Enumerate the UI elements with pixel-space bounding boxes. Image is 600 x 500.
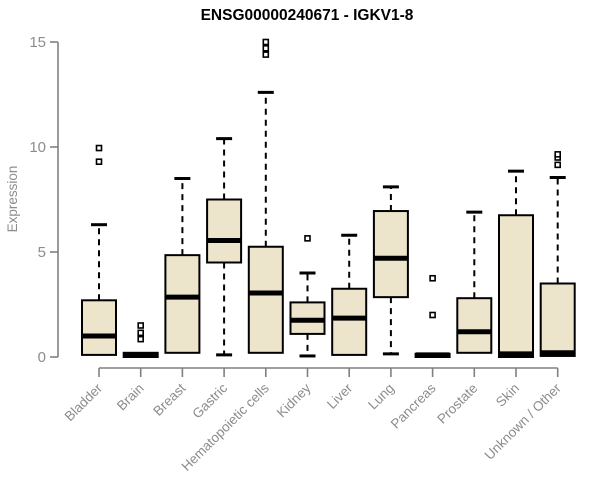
outlier-point	[262, 38, 270, 46]
category-label: Unknown / Other	[482, 380, 565, 463]
boxplot-brain	[122, 322, 159, 358]
category-label: Prostate	[434, 381, 480, 427]
iqr-box	[539, 282, 576, 357]
boxplot-gastric	[206, 137, 243, 357]
iqr-box	[206, 198, 243, 264]
iqr-box	[456, 297, 493, 354]
y-tick-label: 15	[29, 34, 46, 51]
boxplot-pancreas	[414, 274, 451, 359]
boxplot-bladder	[81, 144, 117, 356]
boxplot-skin	[498, 169, 534, 358]
outlier-point	[554, 161, 562, 169]
outlier-point	[137, 335, 144, 343]
outlier-point	[137, 322, 144, 329]
y-axis-title: Expression	[5, 166, 20, 233]
box-series	[81, 38, 576, 359]
outlier-point	[137, 329, 144, 337]
category-label: Pancreas	[388, 380, 439, 431]
category-label: Kidney	[274, 380, 314, 420]
outlier-point	[429, 311, 436, 319]
outlier-point	[554, 151, 562, 158]
category-label: Lung	[365, 381, 397, 413]
boxplot-hematopoietic-cells	[247, 38, 284, 354]
category-label: Brain	[114, 381, 147, 414]
boxplot-unknown-other	[539, 151, 576, 357]
outlier-point	[262, 51, 270, 58]
category-label: Liver	[324, 380, 356, 412]
category-label: Breast	[150, 380, 188, 418]
iqr-box	[498, 214, 534, 358]
boxplot-breast	[164, 177, 201, 354]
outlier-point	[262, 44, 270, 52]
chart-title: ENSG00000240671 - IGKV1-8	[201, 7, 414, 24]
iqr-box	[331, 287, 368, 356]
boxplot-kidney	[289, 235, 326, 358]
outlier-point	[304, 235, 311, 242]
y-tick-label: 0	[38, 349, 46, 366]
boxplot-prostate	[456, 210, 493, 354]
iqr-box	[372, 210, 409, 299]
iqr-box	[164, 254, 201, 354]
iqr-box	[81, 299, 117, 356]
y-tick-label: 5	[38, 244, 46, 261]
iqr-box	[247, 245, 284, 354]
outlier-point	[95, 158, 103, 165]
category-label: Gastric	[189, 380, 230, 421]
boxplot-lung	[372, 185, 409, 356]
y-tick-label: 10	[29, 139, 46, 156]
category-label: Skin	[493, 381, 522, 410]
outlier-point	[95, 144, 103, 152]
category-label: Bladder	[62, 380, 106, 424]
boxplot-liver	[331, 233, 368, 356]
outlier-point	[429, 274, 436, 282]
